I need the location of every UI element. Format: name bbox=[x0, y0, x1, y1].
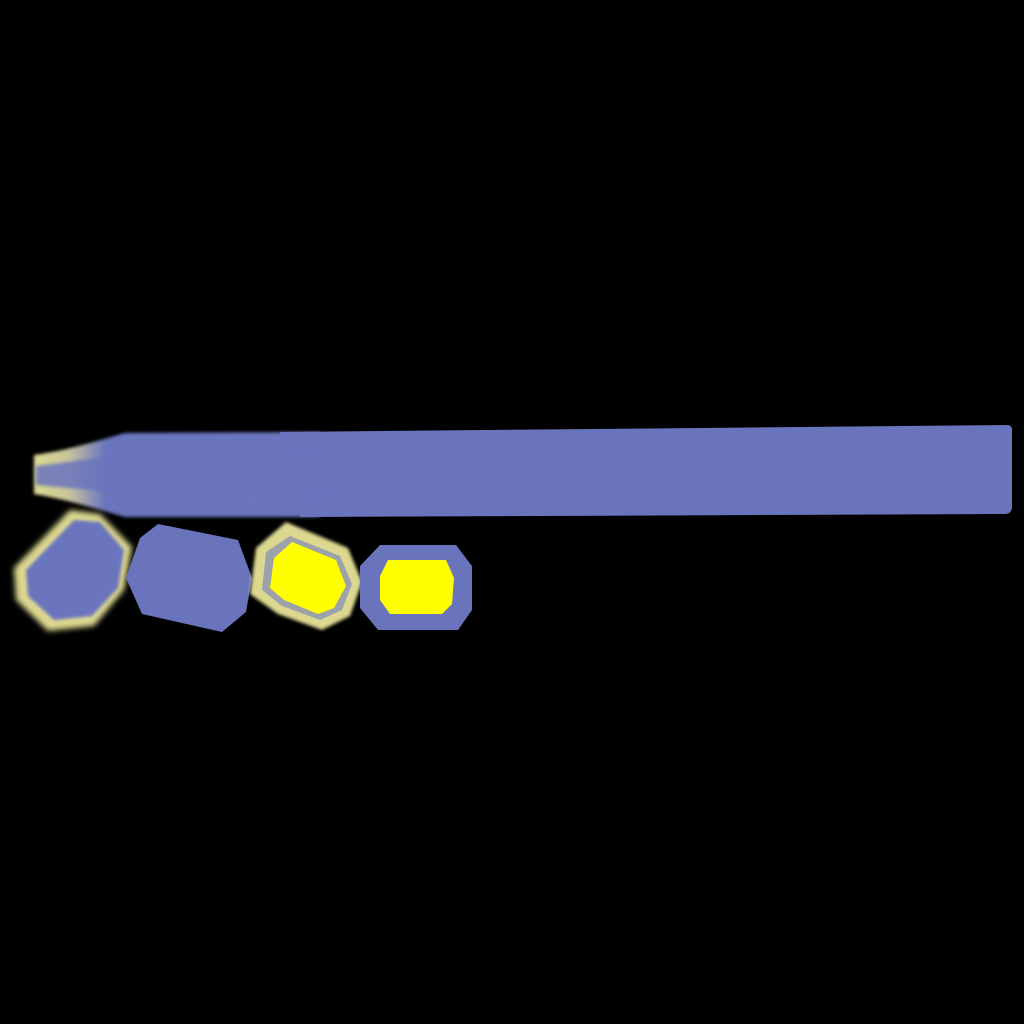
octagon-1-body bbox=[26, 520, 124, 620]
octagon-2 bbox=[126, 524, 252, 632]
octagon-2-body bbox=[126, 524, 252, 632]
octagon-4-core bbox=[380, 560, 454, 614]
octagon-3 bbox=[250, 522, 362, 630]
octagon-4 bbox=[360, 545, 472, 630]
periwinkle-bar bbox=[34, 425, 1013, 517]
octagon-1 bbox=[14, 510, 132, 631]
bar-tip-core bbox=[36, 452, 330, 494]
octagon-3-core bbox=[270, 542, 346, 614]
bar-body bbox=[280, 425, 1013, 517]
